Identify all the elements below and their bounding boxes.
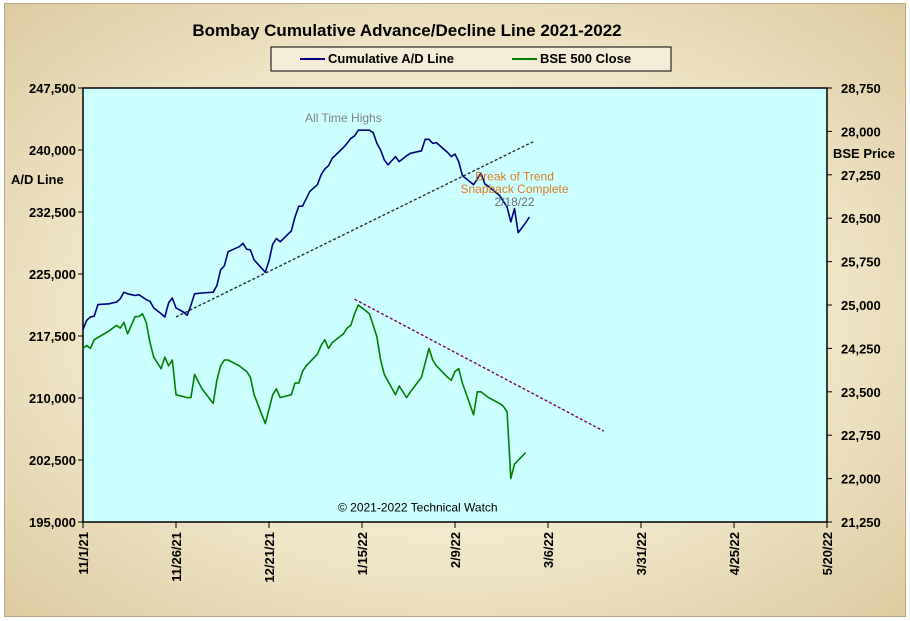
left-tick-label: 225,000 [29,267,76,282]
x-axis: 11/1/21 11/26/21 12/21/21 1/15/22 2/9/22 3/6/… [76,522,835,583]
series-layer [82,129,531,480]
x-tick-label: 1/15/22 [355,532,370,575]
right-tick-label: 21,250 [841,515,881,530]
right-tick-label: 22,750 [841,428,881,443]
copyright-text: © 2021-2022 Technical Watch [338,500,498,514]
ad-trendline [175,141,534,318]
x-tick-label: 11/26/21 [169,532,184,582]
annotation-snapback-complete: Snapback Complete [460,182,568,196]
annotation-break-date: 2/18/22 [494,195,534,209]
right-tick-label: 25,000 [841,298,881,313]
right-tick-label: 26,500 [841,211,881,226]
plot-area [82,87,828,523]
left-axis: 195,000 202,500 210,000 217,500 225,000 232,5… [29,81,83,530]
x-tick-label: 5/20/22 [820,532,835,575]
x-tick-label: 12/21/21 [262,532,277,583]
annotation-break-of-trend: Break of Trend [475,170,554,184]
left-tick-label: 202,500 [29,453,76,468]
left-tick-label: 240,000 [29,143,76,158]
x-tick-label: 11/1/21 [76,532,91,575]
x-tick-label: 3/6/22 [541,532,556,568]
left-tick-label: 217,500 [29,329,76,344]
series-ad-line [82,129,531,330]
right-tick-label: 23,500 [841,385,881,400]
left-tick-label: 247,500 [29,81,76,96]
left-tick-label: 232,500 [29,205,76,220]
x-tick-label: 3/31/22 [634,532,649,575]
annotation-all-time-highs: All Time Highs [305,111,382,125]
chart-svg: Bombay Cumulative Advance/Decline Line 2… [11,21,895,583]
right-tick-label: 28,000 [841,124,881,139]
left-tick-label: 210,000 [29,391,76,406]
legend-label-bse-close: BSE 500 Close [540,51,631,66]
x-tick-label: 4/25/22 [727,532,742,575]
chart-title: Bombay Cumulative Advance/Decline Line 2… [192,21,621,40]
bse-trendline [354,298,605,432]
right-tick-label: 27,250 [841,168,881,183]
trendlines [175,141,605,432]
right-axis-label: BSE Price [833,146,895,161]
right-tick-label: 24,250 [841,341,881,356]
left-axis-label: A/D Line [11,172,64,187]
chart-frame: Bombay Cumulative Advance/Decline Line 2… [4,3,906,617]
right-tick-label: 25,750 [841,255,881,270]
left-tick-label: 195,000 [29,515,76,530]
series-bse-close [82,304,527,480]
legend-label-ad-line: Cumulative A/D Line [328,51,454,66]
right-tick-label: 22,000 [841,472,881,487]
right-tick-label: 28,750 [841,81,881,96]
legend: Cumulative A/D Line BSE 500 Close [270,46,672,72]
right-axis: 21,250 22,000 22,750 23,500 24,250 25,000 25,7… [827,81,881,530]
x-tick-label: 2/9/22 [448,532,463,568]
